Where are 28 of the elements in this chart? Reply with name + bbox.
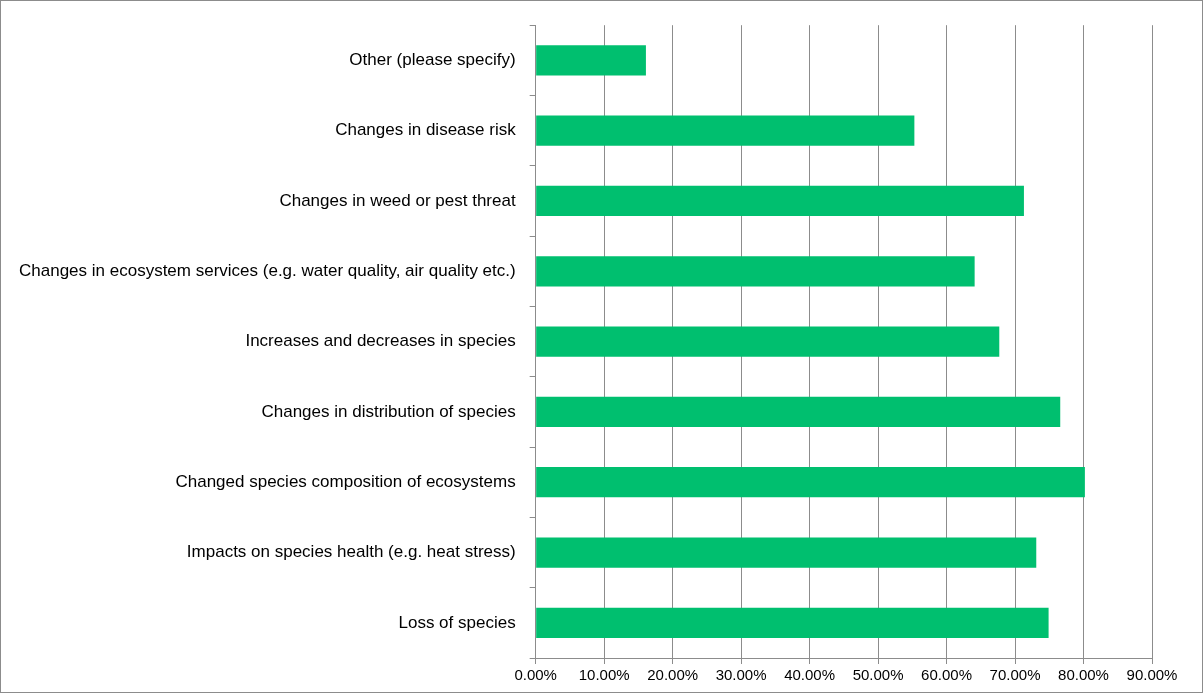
y-tick-label: Changes in disease risk	[335, 120, 517, 140]
y-tick-label: Impacts on species health (e.g. heat stress)	[186, 542, 516, 562]
x-tick-label: 10.00%	[578, 666, 630, 684]
x-tick-label: 20.00%	[647, 666, 699, 684]
x-tick-label: 60.00%	[921, 666, 972, 684]
bar	[536, 607, 1049, 638]
x-tick-label: 70.00%	[989, 666, 1041, 684]
y-tick-label: Changes in distribution of species	[261, 401, 516, 421]
x-tick-label: 50.00%	[852, 666, 904, 684]
bar	[536, 115, 915, 146]
y-tick-label: Changes in weed or pest threat	[279, 190, 516, 210]
y-tick-label: Other (please specify)	[349, 50, 516, 70]
y-tick-label: Increases and decreases in species	[245, 331, 516, 351]
bar	[536, 256, 975, 287]
x-tick-label: 40.00%	[784, 666, 836, 684]
y-tick-label: Changed species composition of ecosystems	[175, 471, 516, 491]
x-tick-label: 30.00%	[715, 666, 767, 684]
x-tick-label: 90.00%	[1126, 666, 1178, 684]
x-tick-label: 80.00%	[1058, 666, 1109, 684]
bar	[536, 537, 1037, 568]
bar	[536, 326, 1000, 357]
x-tick-label: 0.00%	[514, 666, 557, 684]
y-tick-label: Changes in ecosystem services (e.g. water quality, air quality etc.)	[19, 260, 516, 280]
bar	[536, 185, 1024, 217]
bar	[536, 45, 646, 76]
bar	[536, 396, 1061, 428]
y-tick-label: Loss of species	[398, 612, 516, 632]
bar	[536, 467, 1085, 498]
